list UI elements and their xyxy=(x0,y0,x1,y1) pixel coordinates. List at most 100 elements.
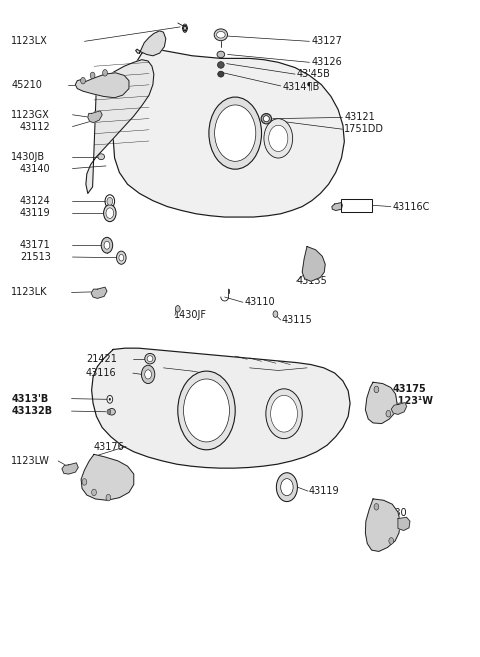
Text: 43119: 43119 xyxy=(309,486,339,496)
Ellipse shape xyxy=(264,116,269,122)
Text: 21421: 21421 xyxy=(86,353,117,364)
Circle shape xyxy=(142,365,155,384)
Circle shape xyxy=(215,105,256,162)
Circle shape xyxy=(145,370,152,379)
Text: 43132B: 43132B xyxy=(11,406,52,416)
Circle shape xyxy=(183,25,185,28)
Circle shape xyxy=(106,494,111,501)
Text: 43124: 43124 xyxy=(20,196,50,206)
Circle shape xyxy=(175,306,180,312)
Text: 43119: 43119 xyxy=(20,208,50,218)
Circle shape xyxy=(185,29,187,32)
Text: 1751DD: 1751DD xyxy=(344,124,384,134)
Circle shape xyxy=(374,503,379,510)
FancyBboxPatch shape xyxy=(340,198,372,212)
Circle shape xyxy=(107,197,113,205)
Text: 43121: 43121 xyxy=(344,112,375,122)
Text: 43'45B: 43'45B xyxy=(297,69,330,79)
Circle shape xyxy=(109,398,111,401)
Text: 1'23GΓ: 1'23GΓ xyxy=(369,522,403,532)
Polygon shape xyxy=(88,111,102,123)
Text: 21513: 21513 xyxy=(20,252,51,262)
Circle shape xyxy=(119,254,124,261)
Text: 43116: 43116 xyxy=(86,368,117,378)
Circle shape xyxy=(90,72,95,79)
Polygon shape xyxy=(136,31,166,56)
Circle shape xyxy=(186,27,188,30)
Circle shape xyxy=(104,204,116,221)
Text: 43116C: 43116C xyxy=(392,202,430,212)
Circle shape xyxy=(104,241,110,249)
Ellipse shape xyxy=(217,51,225,58)
Polygon shape xyxy=(398,517,410,530)
Circle shape xyxy=(386,411,391,417)
Text: 1123LW: 1123LW xyxy=(11,456,50,466)
Text: 43176: 43176 xyxy=(93,442,124,451)
Circle shape xyxy=(82,479,87,485)
Ellipse shape xyxy=(145,353,156,364)
Circle shape xyxy=(281,479,293,495)
Text: 43171: 43171 xyxy=(20,240,50,250)
Ellipse shape xyxy=(147,355,153,361)
Ellipse shape xyxy=(98,154,105,160)
Polygon shape xyxy=(365,382,397,424)
Polygon shape xyxy=(75,73,129,98)
Text: 45210: 45210 xyxy=(11,79,42,89)
Circle shape xyxy=(266,389,302,439)
Text: 4313'B: 4313'B xyxy=(11,394,48,403)
Circle shape xyxy=(106,208,114,218)
Text: 1123¹W: 1123¹W xyxy=(392,396,434,405)
Circle shape xyxy=(182,27,184,30)
Circle shape xyxy=(273,311,278,317)
Text: 43175: 43175 xyxy=(392,384,426,394)
Text: 1430JB: 1430JB xyxy=(11,152,45,162)
Text: 43112: 43112 xyxy=(20,122,50,131)
Circle shape xyxy=(103,70,108,76)
Circle shape xyxy=(81,78,85,84)
Ellipse shape xyxy=(218,71,224,77)
Text: 43127: 43127 xyxy=(312,36,343,47)
Circle shape xyxy=(271,396,298,432)
Circle shape xyxy=(389,537,394,544)
Circle shape xyxy=(183,379,229,442)
Text: 43110: 43110 xyxy=(245,297,276,307)
Text: 43126: 43126 xyxy=(312,57,343,67)
Circle shape xyxy=(117,251,126,264)
Ellipse shape xyxy=(261,114,272,124)
Text: 43135: 43135 xyxy=(297,277,327,286)
Ellipse shape xyxy=(217,62,224,68)
Polygon shape xyxy=(391,403,407,415)
Text: 1430JF: 1430JF xyxy=(174,310,207,321)
Circle shape xyxy=(178,371,235,450)
Circle shape xyxy=(209,97,262,170)
Polygon shape xyxy=(302,246,325,281)
Circle shape xyxy=(276,473,298,501)
Text: 43115: 43115 xyxy=(281,315,312,325)
Circle shape xyxy=(101,237,113,253)
Ellipse shape xyxy=(182,24,187,32)
Circle shape xyxy=(185,25,187,28)
Circle shape xyxy=(183,29,185,32)
Ellipse shape xyxy=(216,32,225,38)
Polygon shape xyxy=(92,348,350,468)
Polygon shape xyxy=(81,455,134,500)
Polygon shape xyxy=(91,287,107,298)
Polygon shape xyxy=(86,60,154,193)
Circle shape xyxy=(269,125,288,152)
Ellipse shape xyxy=(108,409,115,415)
Ellipse shape xyxy=(214,29,228,41)
Text: 1123GX: 1123GX xyxy=(11,110,50,120)
Text: 1123LX: 1123LX xyxy=(11,36,48,47)
Polygon shape xyxy=(113,49,344,217)
Text: 43180: 43180 xyxy=(377,509,408,518)
Circle shape xyxy=(92,489,96,495)
Polygon shape xyxy=(332,202,342,210)
Polygon shape xyxy=(365,499,400,551)
Text: 43140: 43140 xyxy=(20,164,50,173)
Circle shape xyxy=(374,386,379,393)
Text: 4314¶B: 4314¶B xyxy=(282,81,320,91)
Circle shape xyxy=(264,119,293,158)
Polygon shape xyxy=(62,463,78,474)
Text: 1123LK: 1123LK xyxy=(11,288,48,298)
Circle shape xyxy=(107,409,111,415)
